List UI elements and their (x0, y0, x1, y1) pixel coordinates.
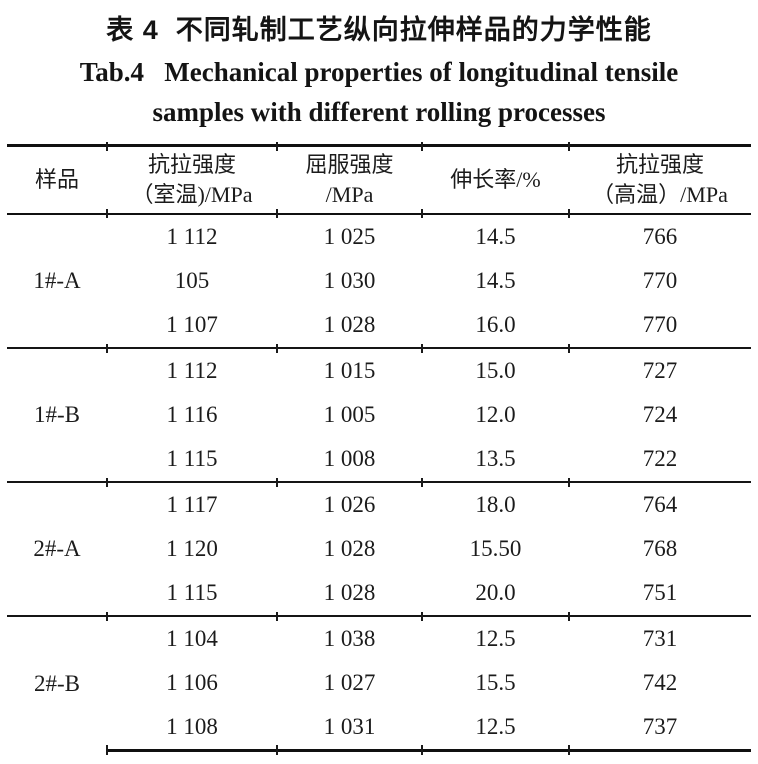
table-body: 1#-A 1 112 1 025 14.5 766 105 1 030 14.5… (7, 214, 751, 755)
cell-high-temp-strength: 768 (642, 536, 678, 561)
header-room-temp-strength-line2: （室温)/MPa (131, 182, 253, 207)
cell-room-temp-strength: 1 120 (166, 536, 218, 561)
cell-high-temp-strength: 742 (642, 670, 678, 695)
cell-elongation: 20.0 (475, 580, 516, 605)
cell-room-temp-strength: 1 104 (106, 613, 277, 661)
cell-high-temp-strength: 764 (568, 479, 751, 527)
cell-high-temp-strength: 724 (642, 402, 678, 427)
cell-elongation: 15.50 (469, 536, 522, 561)
table-row: 1#-B 1 112 1 015 15.0 727 (7, 345, 751, 482)
table-row: 1 120 1 028 15.50 768 (7, 527, 751, 571)
cell-high-temp-strength: 731 (568, 613, 751, 661)
table-row: 1 108 1 031 12.5 737 (7, 705, 751, 755)
header-high-temp-strength-line1: 抗拉强度 (615, 152, 704, 177)
cell-high-temp-strength: 770 (642, 312, 678, 337)
cell-yield-strength: 1 025 (323, 224, 376, 249)
table-row: 1 115 1 028 20.0 751 (7, 571, 751, 616)
header-high-temp-strength: 抗拉强度 （高温）/MPa (568, 143, 751, 219)
cell-room-temp-strength: 1 106 (166, 670, 218, 695)
cell-room-temp-strength: 1 107 (166, 312, 218, 337)
cell-yield-strength: 1 030 (323, 268, 376, 293)
sample-label: 2#-A (7, 481, 107, 616)
table-row: 1 116 1 005 12.0 724 (7, 393, 751, 437)
header-elongation: 伸长率/% (421, 143, 569, 219)
cell-room-temp-strength: 1 112 (106, 345, 277, 393)
header-room-temp-strength: 抗拉强度 （室温)/MPa (106, 143, 277, 219)
cell-elongation: 16.0 (475, 312, 516, 337)
mechanical-properties-table: 样品 抗拉强度 （室温)/MPa 屈服强度 /MPa 伸长率/% 抗拉强度 （高… (7, 143, 751, 755)
cell-yield-strength: 1 038 (276, 613, 422, 661)
cell-yield-strength: 1 005 (323, 402, 376, 427)
table-row: 105 1 030 14.5 770 (7, 259, 751, 303)
cell-elongation: 12.5 (421, 613, 569, 661)
header-yield-strength: 屈服强度 /MPa (276, 143, 422, 219)
sample-label: 1#-B (7, 347, 107, 482)
header-sample: 样品 (7, 144, 107, 215)
cell-room-temp-strength: 1 115 (166, 580, 218, 605)
cell-yield-strength: 1 026 (276, 479, 422, 527)
table-title-english-line2: samples with different rolling processes (152, 97, 606, 127)
header-yield-strength-line1: 屈服强度 (305, 152, 394, 177)
cell-yield-strength: 1 027 (323, 670, 376, 695)
cell-elongation: 12.5 (421, 705, 569, 755)
cell-room-temp-strength: 1 108 (106, 705, 277, 755)
cell-yield-strength: 1 028 (323, 312, 376, 337)
cell-high-temp-strength: 737 (568, 705, 751, 755)
header-row: 样品 抗拉强度 （室温)/MPa 屈服强度 /MPa 伸长率/% 抗拉强度 （高… (7, 143, 751, 219)
header-high-temp-strength-line2: （高温）/MPa (592, 182, 728, 207)
cell-high-temp-strength: 766 (642, 224, 678, 249)
table-header: 样品 抗拉强度 （室温)/MPa 屈服强度 /MPa 伸长率/% 抗拉强度 （高… (7, 143, 751, 219)
table-row: 1 107 1 028 16.0 770 (7, 303, 751, 348)
table-title-english-line1: Tab.4 Mechanical properties of longitudi… (79, 57, 679, 87)
cell-room-temp-strength: 1 117 (106, 479, 277, 527)
cell-elongation: 15.5 (475, 670, 516, 695)
cell-yield-strength: 1 031 (276, 705, 422, 755)
header-room-temp-strength-line1: 抗拉强度 (147, 152, 236, 177)
table-row: 2#-A 1 117 1 026 18.0 764 (7, 479, 751, 616)
cell-yield-strength: 1 015 (276, 345, 422, 393)
table-row: 1 106 1 027 15.5 742 (7, 661, 751, 705)
header-sample-label: 样品 (34, 167, 79, 192)
cell-elongation: 12.0 (475, 402, 516, 427)
sample-label: 2#-B (7, 615, 107, 751)
cell-yield-strength: 1 028 (323, 580, 376, 605)
cell-yield-strength: 1 008 (323, 446, 376, 471)
cell-room-temp-strength: 1 112 (166, 224, 218, 249)
cell-high-temp-strength: 727 (568, 345, 751, 393)
cell-elongation: 14.5 (475, 268, 516, 293)
header-elongation-label: 伸长率/% (450, 167, 541, 192)
table-title-chinese: 表 4 不同轧制工艺纵向拉伸样品的力学性能 (106, 15, 652, 45)
cell-elongation: 15.0 (421, 345, 569, 393)
cell-elongation: 18.0 (421, 479, 569, 527)
cell-yield-strength: 1 028 (323, 536, 376, 561)
table-row: 1 115 1 008 13.5 722 (7, 437, 751, 482)
cell-room-temp-strength: 1 116 (166, 402, 218, 427)
cell-elongation: 13.5 (475, 446, 516, 471)
sample-label: 1#-A (33, 268, 81, 293)
header-yield-strength-line2: /MPa (325, 182, 374, 207)
cell-room-temp-strength: 1 115 (166, 446, 218, 471)
cell-room-temp-strength: 105 (174, 268, 210, 293)
cell-high-temp-strength: 751 (642, 580, 678, 605)
cell-high-temp-strength: 722 (642, 446, 678, 471)
table-row: 2#-B 1 104 1 038 12.5 731 (7, 613, 751, 751)
cell-elongation: 14.5 (475, 224, 516, 249)
cell-high-temp-strength: 770 (642, 268, 678, 293)
table-row: 1#-A 1 112 1 025 14.5 766 (7, 214, 751, 293)
